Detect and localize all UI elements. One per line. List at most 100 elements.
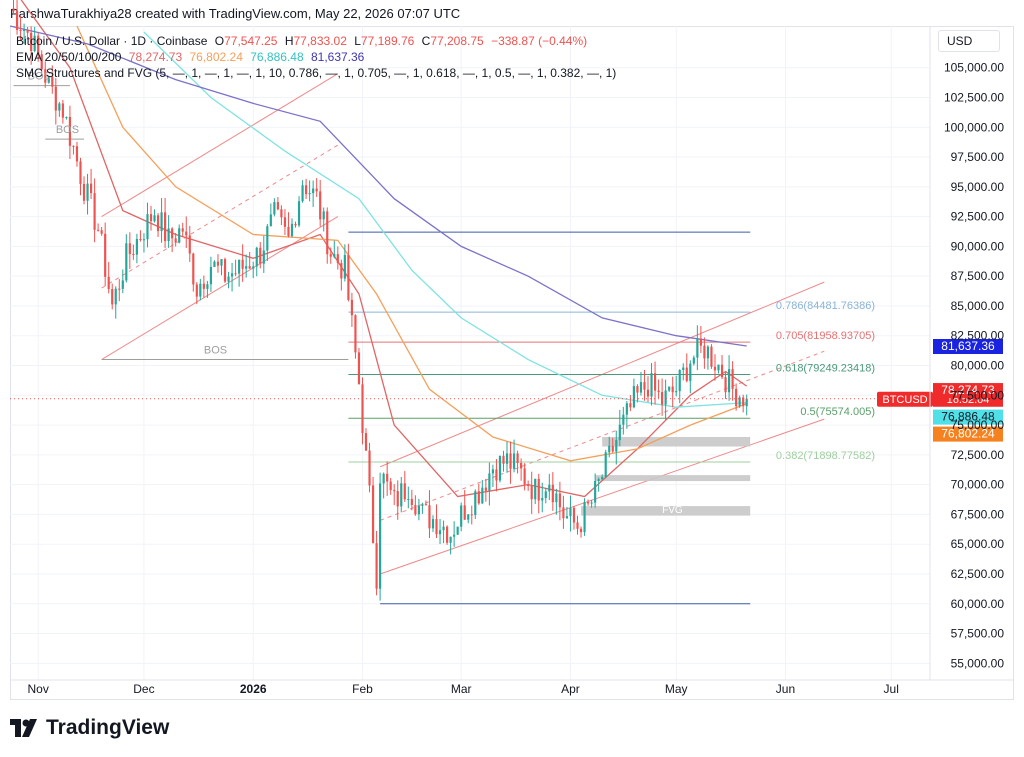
candle-body: [58, 103, 61, 111]
close-label: C: [421, 34, 431, 48]
fib-label-fib382: 0.382(71898.77582): [776, 450, 875, 462]
y-tick-label: 80,000.00: [951, 359, 1005, 373]
low-number: 77,189.76: [360, 34, 415, 48]
candle-body: [347, 255, 350, 300]
candle-body: [350, 299, 354, 316]
candle-body: [181, 228, 184, 232]
chart-frame[interactable]: [10, 26, 1014, 700]
channel-lower-line: [101, 216, 339, 360]
candle-body: [590, 502, 593, 504]
candle-body: [135, 238, 138, 255]
candle-body: [132, 254, 135, 256]
candle-body: [735, 388, 738, 407]
candle-body: [727, 369, 731, 393]
close-value: C77,208.75: [422, 34, 484, 48]
candle-body: [445, 526, 449, 543]
y-tick-label: 77,500.00: [951, 388, 1005, 402]
candle-body: [361, 384, 364, 434]
price-scale-badge: [933, 339, 1003, 355]
ema-legend[interactable]: EMA 20/50/100/200 78,274.73 76,802.24 76…: [16, 50, 368, 64]
ema-line-2: [76, 25, 747, 462]
ema-line-3: [143, 31, 747, 408]
price-scale-badge: [933, 409, 1003, 425]
y-tick-label: 55,000.00: [951, 656, 1005, 670]
candle-body: [283, 217, 287, 227]
candle-body: [308, 193, 311, 195]
candle-body: [555, 493, 558, 503]
x-tick-label: Dec: [133, 682, 154, 696]
candle-body: [435, 519, 438, 535]
y-tick-label: 102,500.00: [944, 90, 1004, 104]
candle-body: [460, 505, 463, 527]
candle-body: [650, 373, 653, 397]
chart-caption: ParshwaTurakhiya28 created with TradingV…: [10, 6, 461, 21]
currency-selector[interactable]: USD: [938, 30, 1000, 52]
candle-body: [706, 346, 710, 359]
candle-body: [639, 382, 643, 393]
candle-body: [97, 229, 100, 231]
candle-body: [530, 486, 533, 500]
price-scale-label: 81,637.36: [941, 339, 995, 353]
tradingview-logo-text: TradingView: [46, 716, 170, 739]
candle-body: [382, 473, 385, 484]
y-tick-label: 85,000.00: [951, 299, 1005, 313]
candle-body: [678, 370, 681, 392]
candle-body: [199, 283, 202, 297]
price-scale-badge: [933, 426, 1003, 442]
candle-body: [93, 193, 96, 230]
x-tick-label: Apr: [561, 682, 580, 696]
ema100-value: 76,886.48: [250, 50, 304, 64]
candle-body: [393, 490, 396, 492]
symbol-legend[interactable]: Bitcoin / U.S. Dollar · 1D · Coinbase O7…: [16, 34, 591, 48]
candle-body: [262, 250, 265, 264]
candle-body: [111, 289, 114, 305]
bos-label: BOS: [204, 345, 227, 357]
y-tick-label: 62,500.00: [951, 567, 1005, 581]
candle-body: [209, 266, 213, 285]
candle-body: [389, 481, 392, 491]
candle-body: [75, 146, 79, 162]
y-tick-label: 70,000.00: [951, 478, 1005, 492]
tradingview-logo[interactable]: TradingView: [10, 716, 169, 740]
candle-body: [142, 239, 146, 241]
candle-body: [562, 507, 565, 519]
candle-body: [685, 367, 688, 381]
candle-body: [523, 468, 526, 485]
candle-body: [583, 502, 586, 533]
smc-legend[interactable]: SMC Structures and FVG (5, —, 1, —, 1, —…: [16, 66, 620, 80]
candle-body: [498, 455, 502, 481]
candle-body: [79, 161, 82, 184]
close-number: 77,208.75: [430, 34, 484, 48]
candle-body: [230, 273, 234, 277]
candle-body: [357, 352, 361, 385]
candle-body: [44, 69, 47, 83]
candle-body: [227, 276, 230, 282]
candle-body: [703, 345, 706, 359]
candle-body: [107, 276, 110, 290]
candle-body: [594, 480, 597, 503]
candle-body: [470, 514, 473, 516]
candle-body: [312, 188, 315, 194]
candle-body: [297, 201, 301, 226]
fvg-zone: [581, 506, 751, 516]
candle-body: [245, 266, 248, 269]
candle-body: [206, 284, 209, 289]
candle-body: [276, 202, 279, 210]
candle-body: [37, 35, 40, 55]
candle-body: [622, 414, 625, 425]
candle-body: [280, 209, 283, 218]
candle-body: [68, 116, 72, 146]
candle-body: [188, 235, 191, 254]
candle-body: [453, 534, 456, 537]
candle-body: [287, 226, 290, 237]
candle-body: [72, 145, 75, 147]
tradingview-logo-icon: [10, 719, 37, 737]
candle-body: [216, 261, 220, 266]
candle-body: [421, 504, 424, 506]
candle-body: [82, 183, 86, 201]
candle-body: [86, 183, 89, 201]
candle-body: [731, 369, 734, 389]
candle-body: [643, 382, 646, 390]
candle-body: [463, 505, 466, 520]
